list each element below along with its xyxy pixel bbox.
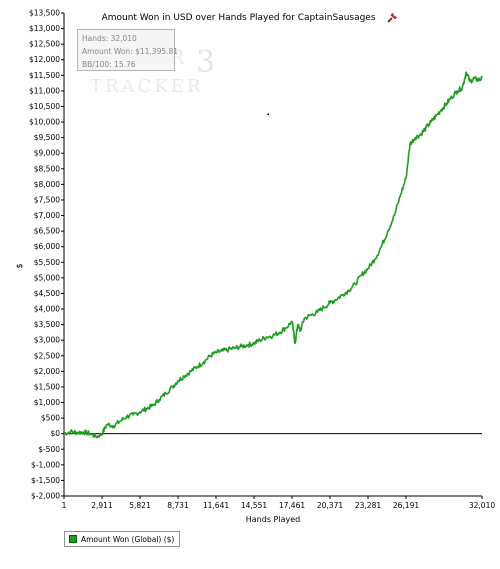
x-tick-label: 2,911 [91,501,113,510]
y-tick-label: $12,000 [29,55,60,64]
legend-label: Amount Won (Global) ($) [81,534,175,544]
y-tick-label: $5,000 [34,273,60,282]
x-tick-label: 8,731 [167,501,189,510]
x-tick-label: 26,191 [393,501,419,510]
hover-info-box: Hands: 32,010 Amount Won: $11,395.81 BB/… [77,29,179,71]
x-tick-label: 11,641 [203,501,229,510]
y-tick-label: $3,000 [34,336,60,345]
x-tick-label: 5,821 [129,501,151,510]
y-tick-label: $8,500 [34,164,60,173]
x-axis: 1 2,911 5,821 8,731 11,641 14,551 17,461 20,371… [62,495,495,510]
y-tick-label: $7,000 [34,211,60,220]
y-tick-label: $500 [41,414,60,423]
x-tick-label: 17,461 [279,501,305,510]
y-tick-label: $1,500 [34,382,60,391]
x-tick-label: 1 [62,501,67,510]
pin-icon[interactable] [386,12,398,24]
y-tick-label: $10,000 [29,118,60,127]
info-bb100: BB/100: 15.76 [82,60,136,69]
series-line [63,71,483,439]
y-tick-label: $3,500 [34,320,60,329]
info-amount-won: Amount Won: $11,395.81 [82,47,179,56]
x-axis-title: Hands Played [246,515,300,524]
y-tick-label: $9,000 [34,149,60,158]
y-tick-label: $2,500 [34,351,60,360]
y-tick-label: $11,000 [29,86,60,95]
y-tick-label: $-2,000 [31,492,60,501]
y-tick-label: $12,500 [29,40,60,49]
y-tick-label: $6,500 [34,227,60,236]
x-tick-label: 14,551 [241,501,267,510]
chart-title-row: Amount Won in USD over Hands Played for … [0,12,500,24]
stray-dot [267,113,269,115]
y-tick-label: $5,500 [34,258,60,267]
y-tick-label: $-1,000 [31,460,60,469]
y-tick-label: $13,000 [29,24,60,33]
y-tick-label: $10,500 [29,102,60,111]
y-tick-label: $9,500 [34,133,60,142]
x-tick-label: 20,371 [317,501,343,510]
y-tick-label: $6,000 [34,242,60,251]
y-tick-label: $11,500 [29,71,60,80]
y-tick-label: $-1,500 [31,476,60,485]
y-tick-label: $4,500 [34,289,60,298]
y-tick-label: $13,500 [29,9,60,18]
y-tick-label: $7,500 [34,195,60,204]
info-hands: Hands: 32,010 [82,34,137,43]
y-tick-label: $8,000 [34,180,60,189]
y-axis-title: $ [15,263,24,268]
legend-swatch [69,535,77,543]
y-tick-label: $2,000 [34,367,60,376]
chart-title: Amount Won in USD over Hands Played for … [101,13,376,23]
y-tick-label: $0 [50,429,60,438]
x-tick-label: 23,281 [355,501,381,510]
chart-legend[interactable]: Amount Won (Global) ($) [64,531,181,547]
y-axis: $-2,000 $-1,500 $-1,000 $-500 $0 $500 $1,000 $1… [29,9,65,501]
y-tick-label: $-500 [38,445,60,454]
y-tick-label: $4,000 [34,305,60,314]
y-tick-label: $1,000 [34,398,60,407]
x-tick-label: 32,010 [469,501,495,510]
